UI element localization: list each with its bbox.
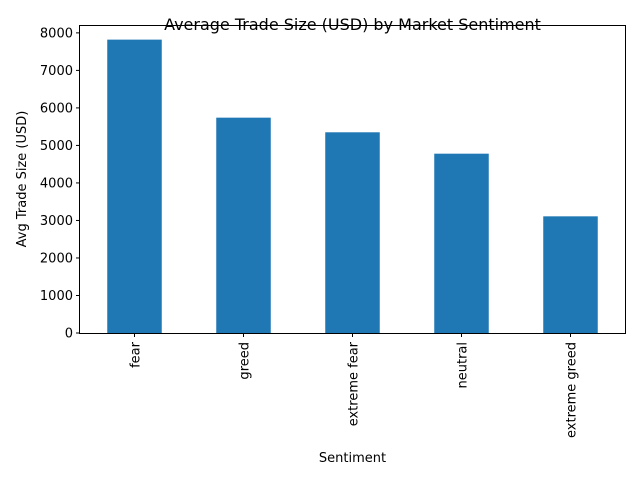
x-tick-label: fear xyxy=(129,341,144,368)
y-axis-label: Avg Trade Size (USD) xyxy=(15,111,30,248)
bar-greed xyxy=(216,117,271,333)
plot-frame xyxy=(79,25,626,334)
y-tick-label: 5000 xyxy=(40,139,73,154)
x-tick-label: greed xyxy=(238,342,253,380)
bars-group xyxy=(107,39,598,333)
x-tick-label: extreme greed xyxy=(565,342,580,438)
y-tick-label: 7000 xyxy=(40,64,73,79)
x-axis-label: Sentiment xyxy=(319,451,386,466)
y-tick-label: 2000 xyxy=(40,251,73,266)
bar-fear xyxy=(107,39,162,333)
y-tick-label: 6000 xyxy=(40,101,73,116)
bar-neutral xyxy=(434,153,489,333)
x-tick-label: neutral xyxy=(456,342,471,389)
bar-extreme-fear xyxy=(325,132,380,333)
y-tick-label: 8000 xyxy=(40,26,73,41)
x-tick-label: extreme fear xyxy=(347,341,362,426)
bar-extreme-greed xyxy=(543,216,598,333)
y-tick-label: 0 xyxy=(65,327,73,342)
chart-title: Average Trade Size (USD) by Market Senti… xyxy=(164,15,541,34)
y-tick-label: 4000 xyxy=(40,176,73,191)
y-tick-label: 3000 xyxy=(40,214,73,229)
y-tick-label: 1000 xyxy=(40,289,73,304)
x-axis-ticks: fear greed extreme fear neutral extreme gree… xyxy=(129,333,580,438)
